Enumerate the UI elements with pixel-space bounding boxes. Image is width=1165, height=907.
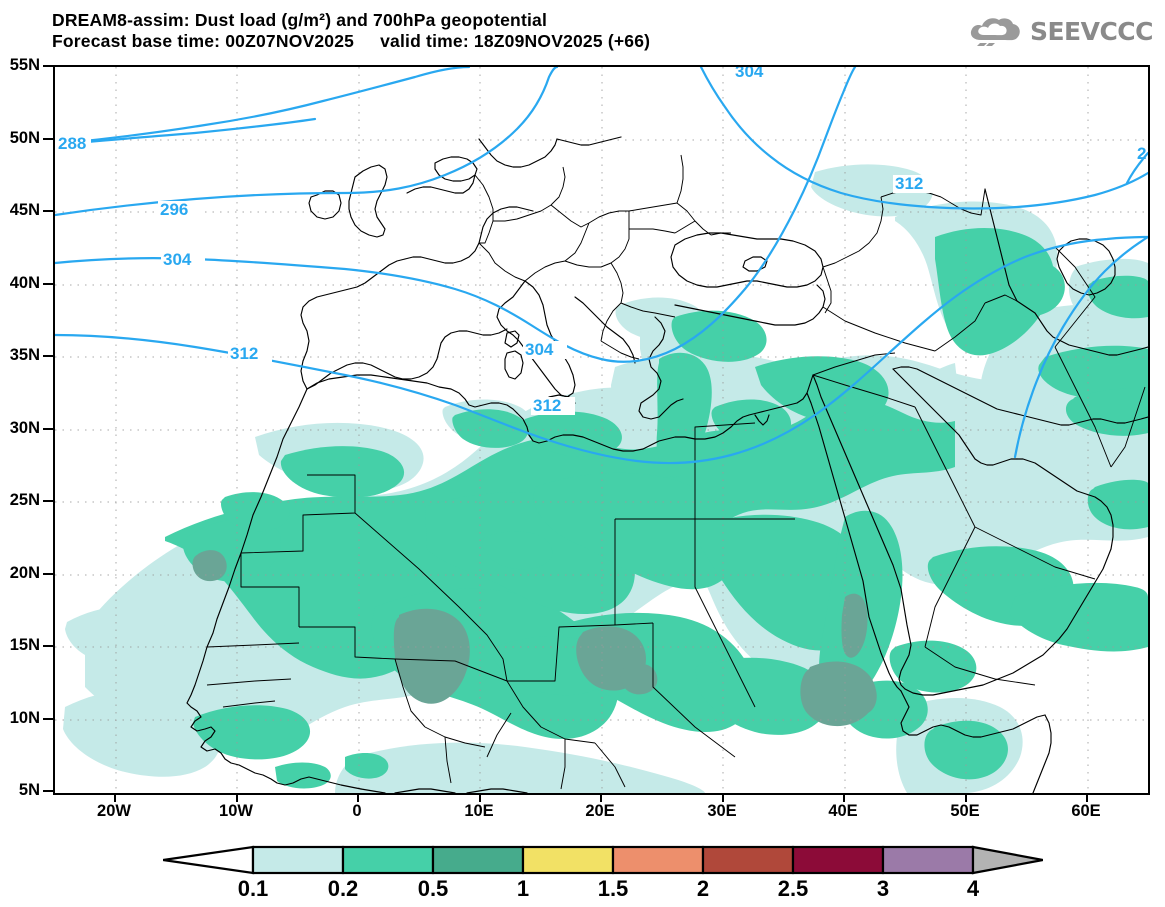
map-plot-area[interactable]: 288 296 304 312 304 312 304 312 2: [53, 65, 1150, 795]
contour-labels-top: 288 296 304 312 304 312 312: [58, 134, 923, 415]
colorbar-over-arrow: [971, 845, 1043, 875]
x-tick-30E: [722, 793, 724, 802]
x-axis-label-0: 0: [352, 802, 362, 820]
x-tick-10E: [479, 793, 481, 802]
colorbar-label-1: 1: [516, 876, 530, 901]
page-title: DREAM8-assim: Dust load (g/m²) and 700hP…: [52, 10, 548, 30]
y-axis-label-15N: 15N: [9, 636, 40, 654]
y-axis-label-35N: 35N: [9, 346, 40, 364]
x-axis-label-40E: 40E: [828, 802, 858, 820]
colorbar-label-3: 3: [876, 876, 890, 901]
y-axis-label-30N: 30N: [9, 419, 40, 437]
contour-label-288-top: 288: [58, 134, 86, 153]
y-tick-25N: [43, 500, 53, 502]
geopotential-contours: [55, 67, 1148, 465]
contour-label-312-med-top: 312: [533, 396, 561, 415]
x-tick-20W: [114, 793, 116, 802]
colorbar-label-2.5: 2.5: [777, 876, 809, 901]
contour-label-304-med-top: 304: [525, 340, 554, 359]
colorbar[interactable]: [163, 845, 1043, 875]
contour-label-304-left-top: 304: [163, 250, 192, 269]
cloud-icon: [970, 18, 1020, 46]
x-axis-label-20E: 20E: [585, 802, 615, 820]
contour-label-304-ne: 304: [735, 67, 764, 81]
y-tick-15N: [43, 645, 53, 647]
x-axis-label-50E: 50E: [950, 802, 980, 820]
y-axis-label-20N: 20N: [9, 564, 40, 582]
contour-label-312-left-top: 312: [230, 344, 258, 363]
y-tick-35N: [43, 355, 53, 357]
dust-band-0.5-1: [192, 550, 877, 727]
y-tick-40N: [43, 283, 53, 285]
y-tick-20N: [43, 573, 53, 575]
x-tick-60E: [1086, 793, 1088, 802]
logo-text: SEEVCCC: [1029, 16, 1154, 46]
x-axis-label-10W: 10W: [219, 802, 253, 820]
colorbar-cell-1-1.5: [521, 845, 615, 875]
seevccc-logo: SEEVCCC: [967, 14, 1154, 48]
x-tick-50E: [965, 793, 967, 802]
contour-label-edge: 2: [1137, 144, 1146, 163]
x-tick-0: [357, 793, 359, 802]
x-axis-label-10E: 10E: [464, 802, 494, 820]
colorbar-cell-2-2.5: [701, 845, 795, 875]
contour-label-296-top: 296: [160, 200, 188, 219]
y-axis-label-45N: 45N: [9, 201, 40, 219]
y-tick-50N: [43, 138, 53, 140]
y-axis-label-55N: 55N: [9, 56, 40, 74]
y-axis-label-5N: 5N: [18, 781, 40, 799]
colorbar-label-0.2: 0.2: [327, 876, 359, 901]
map-coastlines: [186, 136, 1148, 793]
contour-label-312-ne-top: 312: [895, 174, 923, 193]
y-axis-label-40N: 40N: [9, 274, 40, 292]
x-tick-40E: [843, 793, 845, 802]
colorbar-under-arrow: [163, 845, 255, 875]
y-axis-label-10N: 10N: [9, 709, 40, 727]
y-tick-5N: [43, 790, 53, 792]
chart-title-block: DREAM8-assim: Dust load (g/m²) and 700hP…: [52, 10, 772, 52]
colorbar-label-1.5: 1.5: [597, 876, 629, 901]
y-tick-55N: [43, 65, 53, 67]
colorbar-label-4: 4: [966, 876, 980, 901]
colorbar-cell-3-4: [881, 845, 975, 875]
colorbar-cell-2.5-3: [791, 845, 885, 875]
colorbar-segments: [163, 845, 1043, 875]
y-tick-30N: [43, 428, 53, 430]
x-axis-label-60E: 60E: [1071, 802, 1101, 820]
contour-label-masks: [55, 135, 937, 415]
colorbar-label-0.5: 0.5: [417, 876, 449, 901]
valid-time: valid time: 18Z09NOV2025 (+66): [380, 31, 651, 51]
y-tick-10N: [43, 718, 53, 720]
colorbar-cell-0.1-0.2: [251, 845, 345, 875]
dust-band-0.2-0.5: [165, 228, 1148, 789]
colorbar-cell-1.5-2: [611, 845, 705, 875]
colorbar-cell-0.2-0.5: [341, 845, 435, 875]
y-axis-label-25N: 25N: [9, 491, 40, 509]
y-tick-45N: [43, 210, 53, 212]
x-tick-10W: [236, 793, 238, 802]
chart-subtitle: Forecast base time: 00Z07NOV2025 valid t…: [52, 31, 772, 52]
x-axis-label-20W: 20W: [97, 802, 131, 820]
colorbar-label-2: 2: [696, 876, 710, 901]
forecast-base-time: Forecast base time: 00Z07NOV2025: [52, 31, 355, 51]
map-gridlines: [55, 67, 1148, 793]
map-canvas: 288 296 304 312 304 312 304 312 2: [55, 67, 1148, 793]
map-country-borders: [206, 154, 1146, 790]
colorbar-label-0.1: 0.1: [237, 876, 269, 901]
x-tick-20E: [600, 793, 602, 802]
x-axis-label-30E: 30E: [707, 802, 737, 820]
colorbar-cell-0.5-1: [431, 845, 525, 875]
y-axis-label-50N: 50N: [9, 129, 40, 147]
